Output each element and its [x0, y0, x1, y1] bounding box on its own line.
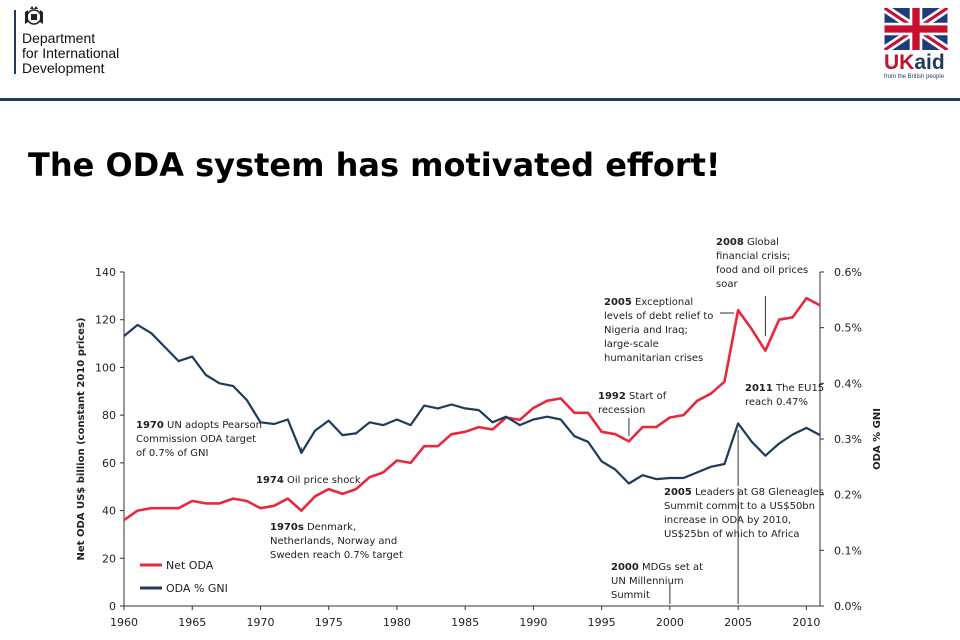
x-tick-label: 1990 — [519, 616, 547, 629]
right-tick-label: 0.6% — [834, 266, 862, 279]
annotation-line: UN Millennium — [611, 576, 684, 587]
annotation-line: 2000 MDGs set at — [611, 562, 703, 573]
legend-label: ODA % GNI — [166, 582, 228, 595]
ukaid-tagline: from the British people — [884, 74, 945, 80]
x-tick-label: 2000 — [656, 616, 684, 629]
annotation-year: 2000 — [611, 562, 639, 573]
header: Department for International Development… — [0, 0, 960, 98]
x-tick-label: 1960 — [110, 616, 138, 629]
annotation-year: 1970s — [270, 522, 304, 533]
x-tick-label: 1965 — [178, 616, 206, 629]
org-line: Development — [22, 60, 105, 76]
annotation-line: 2011 The EU15 — [745, 383, 824, 394]
annotation-year: 1974 — [256, 475, 284, 486]
annotation-line: recession — [598, 405, 645, 416]
annotation-line: reach 0.47% — [745, 397, 808, 408]
annotation-year: 2008 — [716, 237, 744, 248]
annotation-year: 2005 — [604, 297, 632, 308]
org-line: for International — [22, 45, 120, 61]
annotation-line: 2008 Global — [716, 237, 779, 248]
left-tick-label: 120 — [95, 314, 116, 327]
right-tick-label: 0.5% — [834, 322, 862, 335]
annotation-1970s: 1970s Denmark, Netherlands, Norway and Swe… — [270, 522, 403, 561]
annotation-year: 2005 — [664, 487, 692, 498]
org-line: Department — [22, 30, 96, 46]
union-jack-icon — [884, 8, 948, 50]
annotation-line: 1970 UN adopts Pearson — [136, 420, 262, 431]
left-tick-label: 140 — [95, 266, 116, 279]
annotation-line: Commission ODA target — [136, 434, 256, 445]
right-tick-label: 0.3% — [834, 433, 862, 446]
header-rule — [0, 98, 960, 101]
annotation-1974: 1974 Oil price shock — [256, 475, 361, 486]
right-tick-label: 0.0% — [834, 600, 862, 613]
right-tick-label: 0.2% — [834, 489, 862, 502]
left-tick-label: 0 — [109, 600, 116, 613]
annotation-2008: 2008 Global financial crisis; food and oil… — [716, 237, 808, 290]
annotation-line: 1992 Start of — [598, 391, 667, 402]
dfid-divider — [14, 10, 16, 74]
annotation-line: Nigeria and Iraq; — [604, 325, 688, 336]
left-tick-label: 100 — [95, 361, 116, 374]
annotation-2005a: 2005 Exceptional levels of debt relief to… — [604, 297, 713, 364]
x-tick-label: 2010 — [792, 616, 820, 629]
ukaid-wordmark: UKaid — [884, 52, 948, 73]
annotation-line: of 0.7% of GNI — [136, 448, 208, 459]
right-axis-title: ODA % GNI — [872, 408, 883, 470]
series-line-oda-gni — [123, 323, 821, 485]
left-tick-label: 20 — [102, 552, 116, 565]
right-tick-label: 0.1% — [834, 544, 862, 557]
annotation-line: Summit commit to a US$50bn — [664, 501, 815, 512]
annotation-2005b: 2005 Leaders at G8 Gleneagles Summit comm… — [664, 487, 824, 540]
annotation-line: 1974 Oil price shock — [256, 475, 361, 486]
annotation-line: large-scale — [604, 339, 659, 350]
left-tick-label: 80 — [102, 409, 116, 422]
annotation-line: Netherlands, Norway and — [270, 536, 397, 547]
ukaid-logo: UKaid from the British people — [884, 8, 948, 80]
legend-label: Net ODA — [166, 559, 214, 572]
x-tick-label: 2005 — [724, 616, 752, 629]
annotation-line: food and oil prices — [716, 265, 808, 276]
annotation-1992: 1992 Start of recession — [598, 391, 667, 416]
annotation-1970: 1970 UN adopts Pearson Commission ODA tar… — [136, 420, 262, 459]
x-tick-label: 1985 — [451, 616, 479, 629]
annotation-line: 1970s Denmark, — [270, 522, 356, 533]
left-tick-label: 60 — [102, 457, 116, 470]
annotation-line: soar — [716, 279, 738, 290]
annotation-line: increase in ODA by 2010, — [664, 515, 791, 526]
annotation-2000: 2000 MDGs set at UN Millennium Summit — [611, 562, 703, 601]
annotation-line: 2005 Leaders at G8 Gleneagles — [664, 487, 824, 498]
x-tick-label: 1970 — [246, 616, 274, 629]
x-tick-label: 1980 — [383, 616, 411, 629]
royal-crest-icon — [25, 6, 43, 25]
left-tick-label: 40 — [102, 505, 116, 518]
right-tick-label: 0.4% — [834, 377, 862, 390]
annotation-year: 1992 — [598, 391, 626, 402]
annotation-line: levels of debt relief to — [604, 311, 713, 322]
slide-title: The ODA system has motivated effort! — [28, 146, 721, 184]
ukaid-uk: UK — [884, 51, 915, 74]
annotation-line: Summit — [611, 590, 650, 601]
annotation-line: Sweden reach 0.7% target — [270, 550, 403, 561]
annotation-line: US$25bn of which to Africa — [664, 529, 799, 540]
annotation-line: humanitarian crises — [604, 353, 703, 364]
annotation-line: financial crisis; — [716, 251, 790, 262]
dfid-logo-text: Department for International Development — [22, 31, 119, 76]
annotation-line: 2005 Exceptional — [604, 297, 693, 308]
annotation-2011: 2011 The EU15 reach 0.47% — [745, 383, 824, 408]
ukaid-aid: aid — [914, 51, 945, 74]
series-line-net-oda — [123, 296, 821, 522]
annotation-year: 1970 — [136, 420, 164, 431]
annotation-year: 2011 — [745, 383, 773, 394]
left-axis-title: Net ODA US$ billion (constant 2010 price… — [76, 318, 87, 561]
x-tick-label: 1975 — [315, 616, 343, 629]
x-tick-label: 1995 — [588, 616, 616, 629]
